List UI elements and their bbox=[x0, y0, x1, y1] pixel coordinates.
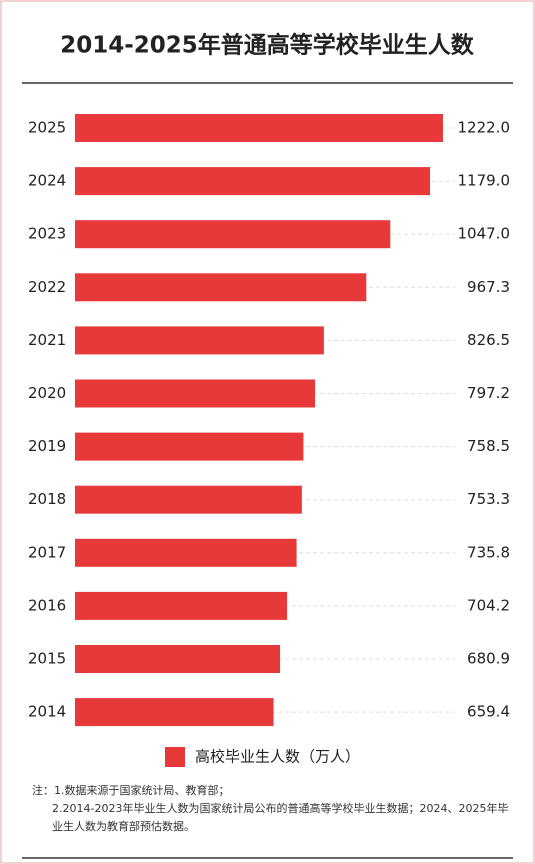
bar bbox=[75, 485, 302, 514]
bar bbox=[75, 326, 324, 355]
bar bbox=[75, 273, 367, 302]
y-tick-label: 2015 bbox=[28, 650, 66, 668]
value-label: 753.3 bbox=[467, 490, 510, 508]
y-tick-label: 2016 bbox=[28, 596, 66, 614]
legend-swatch bbox=[165, 747, 185, 767]
bar bbox=[75, 591, 288, 620]
legend-label: 高校毕业生人数（万人） bbox=[195, 748, 360, 766]
bar bbox=[75, 698, 274, 727]
value-label: 967.3 bbox=[467, 278, 510, 296]
notes: 注：1.数据来源于国家统计局、教育部； 2.2014-2023年毕业生人数为国家… bbox=[32, 782, 517, 836]
note: 注：1.数据来源于国家统计局、教育部； bbox=[32, 784, 230, 797]
value-label: 680.9 bbox=[467, 650, 510, 668]
y-tick-label: 2023 bbox=[28, 225, 66, 243]
bar bbox=[75, 379, 316, 408]
value-label: 1047.0 bbox=[458, 225, 511, 243]
chart-title: 2014-2025年普通高等学校毕业生人数 bbox=[60, 32, 475, 59]
y-tick-label: 2021 bbox=[28, 331, 66, 349]
value-label: 758.5 bbox=[467, 437, 510, 455]
note: 2.2014-2023年毕业生人数为国家统计局公布的普通高等学校毕业生数据；20… bbox=[52, 802, 509, 833]
bar bbox=[75, 167, 431, 196]
y-tick-label: 2020 bbox=[28, 384, 66, 402]
bar bbox=[75, 432, 304, 461]
y-tick-label: 2024 bbox=[28, 172, 66, 190]
y-tick-label: 2014 bbox=[28, 703, 66, 721]
bar bbox=[75, 538, 297, 567]
value-label: 1179.0 bbox=[458, 172, 511, 190]
y-tick-label: 2022 bbox=[28, 278, 66, 296]
bar bbox=[75, 114, 443, 142]
bar bbox=[75, 220, 391, 249]
value-label: 659.4 bbox=[467, 703, 510, 721]
value-label: 826.5 bbox=[467, 331, 510, 349]
y-tick-label: 2018 bbox=[28, 490, 66, 508]
value-label: 735.8 bbox=[467, 543, 510, 561]
y-tick-label: 2017 bbox=[28, 543, 66, 561]
bar bbox=[75, 645, 281, 673]
value-label: 704.2 bbox=[467, 596, 510, 614]
value-label: 797.2 bbox=[467, 384, 510, 402]
value-label: 1222.0 bbox=[458, 119, 511, 137]
y-tick-label: 2019 bbox=[28, 437, 66, 455]
y-tick-label: 2025 bbox=[28, 119, 66, 137]
